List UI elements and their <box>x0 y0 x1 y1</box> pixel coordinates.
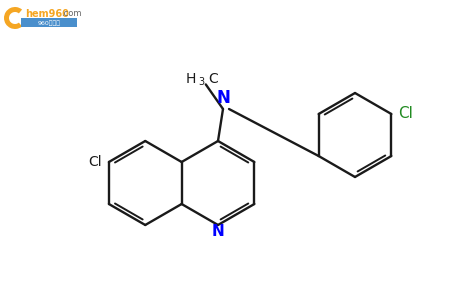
Text: N: N <box>216 89 230 107</box>
Text: Cl: Cl <box>88 155 102 169</box>
Text: Cl: Cl <box>398 106 413 122</box>
Text: 960化工网: 960化工网 <box>37 20 61 26</box>
Text: hem960: hem960 <box>25 9 69 19</box>
Text: C: C <box>208 72 218 86</box>
Bar <box>21 18 77 27</box>
Text: 3: 3 <box>199 77 205 87</box>
Text: N: N <box>211 224 224 239</box>
Text: .com: .com <box>61 9 82 18</box>
Text: H: H <box>185 72 196 86</box>
Wedge shape <box>4 7 22 29</box>
